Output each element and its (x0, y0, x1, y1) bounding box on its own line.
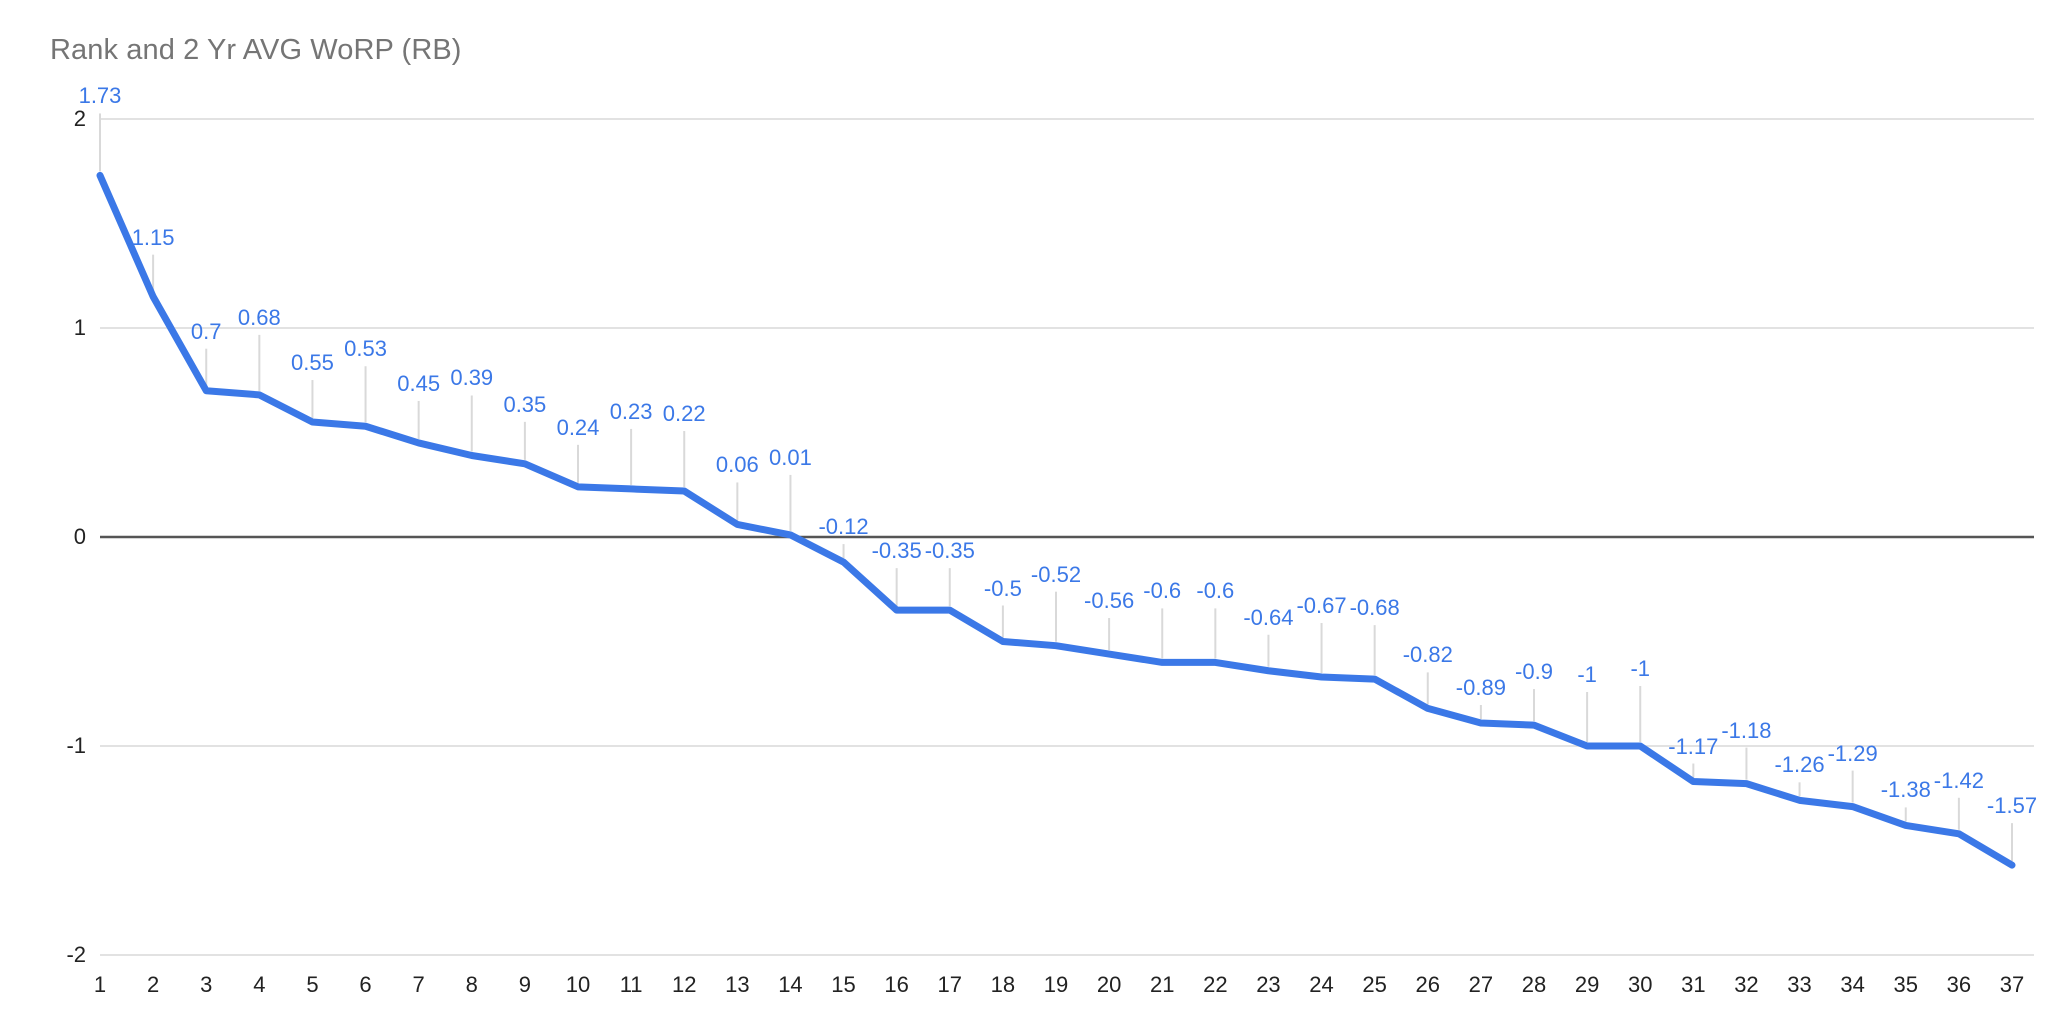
data-point-label: -1.18 (1721, 717, 1772, 743)
series-line-worp (96, 171, 2016, 869)
x-axis-tick-label: 22 (1203, 972, 1228, 997)
x-axis-tick-label: 32 (1734, 972, 1759, 997)
data-point-label: 0.06 (715, 452, 759, 478)
data-point-label: -0.6 (1196, 578, 1235, 604)
data-point-label: -1 (1577, 662, 1597, 687)
data-point-label: 0.7 (190, 318, 222, 344)
x-axis-tick-label: 26 (1415, 972, 1441, 997)
data-point-label: 0.35 (503, 391, 547, 417)
y-axis-tick-label: 0 (73, 524, 86, 549)
data-point-label: -0.35 (924, 538, 975, 564)
x-axis-tick-label: 14 (778, 972, 803, 997)
x-axis-tick-label: 37 (1999, 972, 2025, 997)
data-point-label: -0.12 (818, 514, 869, 540)
y-axis-tick-label: -2 (66, 942, 86, 967)
x-axis-tick-label: 31 (1681, 972, 1706, 997)
data-point-label: 1.73 (78, 83, 122, 109)
x-axis-tick-label: 19 (1043, 972, 1069, 997)
x-axis-tick-label: 10 (565, 972, 591, 997)
x-axis-tick-label: 20 (1096, 972, 1122, 997)
data-point-label: -0.89 (1455, 675, 1506, 700)
data-point-label: 1.15 (131, 224, 175, 250)
data-point-label: -0.52 (1030, 561, 1082, 587)
data-point-label: 0.68 (237, 304, 281, 330)
gridlines-group (100, 118, 2034, 956)
data-point-label: -1.57 (1986, 793, 2038, 819)
data-point-label: -1 (1630, 656, 1650, 681)
x-axis-tick-label: 18 (990, 972, 1016, 997)
x-axis-tick-label: 7 (412, 972, 425, 997)
x-axis-tick-label: 29 (1574, 972, 1600, 997)
label-leader-lines-group (99, 113, 2013, 862)
x-axis-tick-label: 28 (1521, 972, 1547, 997)
data-point-label: -0.64 (1243, 604, 1294, 630)
x-axis-tick-label: 13 (725, 972, 750, 997)
data-point-label: -1.26 (1774, 752, 1825, 778)
x-axis-tick-label: 8 (465, 972, 478, 997)
data-point-label: -0.67 (1296, 593, 1347, 619)
data-point-label: -0.35 (871, 538, 922, 564)
x-axis-tick-label: 21 (1149, 972, 1175, 997)
x-axis-tick-label: 4 (253, 972, 266, 997)
data-point-label: 0.24 (556, 414, 600, 440)
x-axis-tick-label: 6 (359, 972, 372, 997)
data-point-label: -1.38 (1880, 777, 1931, 803)
x-axis-tick-label: 2 (146, 972, 160, 997)
x-axis-tick-label: 16 (884, 972, 909, 997)
x-axis-tick-label: 23 (1256, 972, 1281, 997)
chart-title: Rank and 2 Yr AVG WoRP (RB) (50, 34, 462, 66)
data-point-label: 0.01 (769, 444, 812, 470)
data-point-label: 0.22 (662, 401, 706, 427)
x-axis-tick-label: 27 (1468, 972, 1494, 997)
y-axis-tick-label: 1 (73, 315, 86, 340)
x-axis-tick-label: 33 (1787, 972, 1812, 997)
data-point-label: -0.5 (983, 575, 1022, 601)
data-point-label: -0.9 (1515, 659, 1553, 685)
x-axis-tick-label: 15 (831, 972, 856, 997)
data-point-label: -0.68 (1349, 595, 1400, 621)
data-point-label: -1.29 (1827, 740, 1878, 766)
data-point-label: -1.42 (1933, 767, 1984, 793)
x-axis-tick-label: 1 (93, 972, 107, 997)
x-axis-tick-label: 34 (1840, 972, 1865, 997)
x-axis-tick-label: 35 (1893, 972, 1919, 997)
x-axis-tick-label: 25 (1362, 972, 1387, 997)
data-point-label: 0.53 (344, 336, 387, 362)
data-point-label: 0.39 (450, 365, 494, 391)
x-axis-tick-label: 3 (200, 972, 213, 997)
x-axis-tick-label: 17 (937, 972, 963, 997)
x-axis-tick-label: 9 (518, 972, 531, 997)
x-axis-tick-label: 11 (619, 972, 643, 997)
y-axis-tick-label: 2 (73, 106, 86, 131)
x-axis-tick-label: 30 (1627, 972, 1653, 997)
data-point-label: -1.17 (1668, 733, 1719, 759)
x-axis-tick-label: 24 (1309, 972, 1334, 997)
x-axis-tick-label: 5 (306, 972, 319, 997)
data-point-label: -0.82 (1402, 642, 1453, 668)
data-point-label: 0.55 (291, 350, 334, 376)
y-axis-tick-label: -1 (66, 733, 86, 758)
x-axis-tick-label: 12 (671, 972, 697, 997)
data-point-label: -0.6 (1143, 578, 1182, 604)
data-point-label: 0.23 (609, 398, 653, 424)
data-point-label: 0.45 (397, 370, 441, 396)
x-axis-tick-label: 36 (1946, 972, 1972, 997)
data-point-label: -0.56 (1084, 588, 1135, 614)
